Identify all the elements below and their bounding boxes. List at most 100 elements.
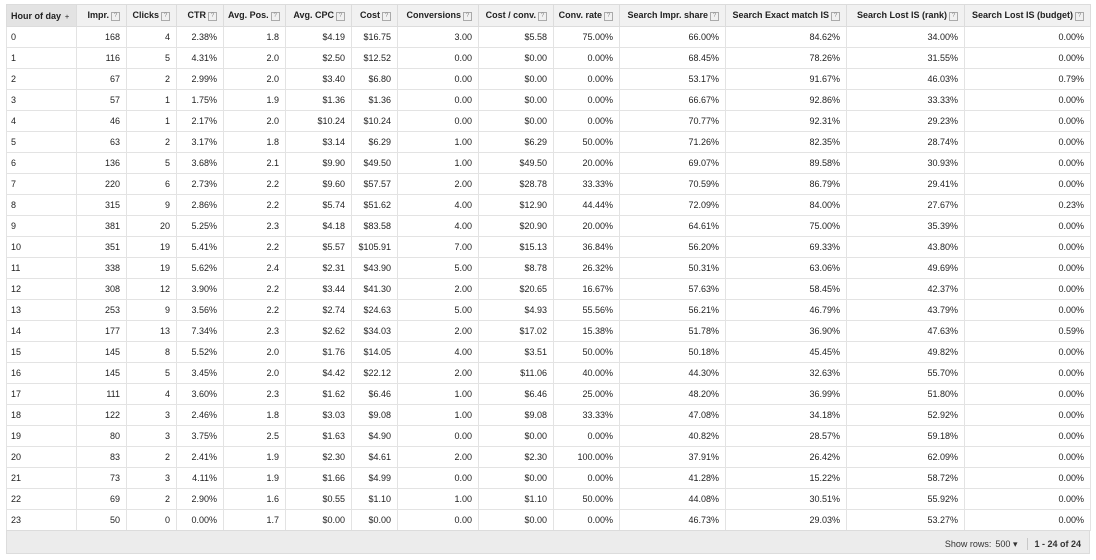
help-icon[interactable]: ? xyxy=(111,12,120,21)
table-cell: 20.00% xyxy=(553,152,620,174)
table-cell: 40.00% xyxy=(553,362,620,384)
table-cell: 19 xyxy=(126,236,177,258)
help-icon[interactable]: ? xyxy=(336,12,345,21)
table-cell: 2.41% xyxy=(176,446,224,468)
table-cell: $4.19 xyxy=(285,26,352,48)
rows-per-page-select[interactable]: 500 ▾ xyxy=(995,539,1017,550)
table-cell: 2.2 xyxy=(223,299,286,321)
show-rows-label: Show rows: xyxy=(944,539,992,549)
column-header[interactable]: Conv. rate? xyxy=(553,4,620,27)
sort-indicator-icon: + xyxy=(65,13,70,21)
table-cell: $41.30 xyxy=(351,278,398,300)
table-cell: 122 xyxy=(76,404,127,426)
table-cell: 3.17% xyxy=(176,131,224,153)
table-cell: 0.59% xyxy=(964,320,1091,342)
table-cell: 0.00 xyxy=(397,509,479,531)
column-header[interactable]: Impr.? xyxy=(76,4,127,27)
table-cell: $6.46 xyxy=(351,383,398,405)
table-cell: $8.78 xyxy=(478,257,554,279)
help-icon[interactable]: ? xyxy=(604,12,613,21)
help-icon[interactable]: ? xyxy=(949,12,958,21)
table-cell: $105.91 xyxy=(351,236,398,258)
table-cell: 1.9 xyxy=(223,89,286,111)
table-cell: 63 xyxy=(76,131,127,153)
column-header[interactable]: Search Exact match IS? xyxy=(725,4,847,27)
table-cell: 0.00% xyxy=(964,215,1091,237)
table-cell: $1.10 xyxy=(351,488,398,510)
table-cell: 2.0 xyxy=(223,362,286,384)
column-header[interactable]: Cost? xyxy=(351,4,398,27)
column-header[interactable]: Avg. Pos.? xyxy=(223,4,286,27)
column-header[interactable]: Clicks? xyxy=(126,4,177,27)
column-header[interactable]: Search Lost IS (budget)? xyxy=(964,4,1091,27)
table-cell: 0.00% xyxy=(964,467,1091,489)
table-cell: 9 xyxy=(126,194,177,216)
column-header[interactable]: Hour of day + xyxy=(6,4,77,27)
table-cell: 19 xyxy=(126,257,177,279)
table-cell: $1.76 xyxy=(285,341,352,363)
column-header-label: Conversions xyxy=(406,10,461,20)
table-cell: 0.00% xyxy=(964,278,1091,300)
table-cell: $12.90 xyxy=(478,194,554,216)
help-icon[interactable]: ? xyxy=(710,12,719,21)
table-cell: 1.8 xyxy=(223,131,286,153)
table-cell: 2.99% xyxy=(176,68,224,90)
column-header[interactable]: Avg. CPC? xyxy=(285,4,352,27)
help-icon[interactable]: ? xyxy=(161,12,170,21)
table-cell: 30.93% xyxy=(846,152,965,174)
table-cell: $0.00 xyxy=(478,425,554,447)
table-cell: 36.84% xyxy=(553,236,620,258)
table-cell: 0.00% xyxy=(964,257,1091,279)
table-row: 4 46 1 2.17% 2.0 $10.24 $10.24 0.00 $0.00 0.00% 70… xyxy=(6,110,1091,132)
table-cell: $24.63 xyxy=(351,299,398,321)
table-cell: 2.2 xyxy=(223,173,286,195)
table-cell: 35.39% xyxy=(846,215,965,237)
table-cell: 2.0 xyxy=(223,68,286,90)
table-cell: 70.59% xyxy=(619,173,726,195)
table-cell: $10.24 xyxy=(285,110,352,132)
table-cell: 7.34% xyxy=(176,320,224,342)
column-header[interactable]: CTR? xyxy=(176,4,224,27)
table-cell: $4.93 xyxy=(478,299,554,321)
table-cell: 78.26% xyxy=(725,47,847,69)
table-cell: 2.3 xyxy=(223,320,286,342)
column-header[interactable]: Search Impr. share? xyxy=(619,4,726,27)
column-header[interactable]: Search Lost IS (rank)? xyxy=(846,4,965,27)
table-cell: 47.08% xyxy=(619,404,726,426)
column-header[interactable]: Cost / conv.? xyxy=(478,4,554,27)
help-icon[interactable]: ? xyxy=(1075,12,1084,21)
table-cell: 9 xyxy=(6,215,77,237)
table-cell: 2.00 xyxy=(397,278,479,300)
table-cell: 58.72% xyxy=(846,467,965,489)
table-cell: 168 xyxy=(76,26,127,48)
table-cell: 28.57% xyxy=(725,425,847,447)
table-cell: 6 xyxy=(126,173,177,195)
help-icon[interactable]: ? xyxy=(208,12,217,21)
table-cell: $2.62 xyxy=(285,320,352,342)
table-cell: 0.00% xyxy=(176,509,224,531)
table-cell: $22.12 xyxy=(351,362,398,384)
table-cell: 5 xyxy=(126,362,177,384)
table-cell: 3 xyxy=(126,404,177,426)
column-header-label: Hour of day xyxy=(11,10,62,21)
table-cell: 0.00% xyxy=(964,173,1091,195)
help-icon[interactable]: ? xyxy=(538,12,547,21)
help-icon[interactable]: ? xyxy=(831,12,840,21)
help-icon[interactable]: ? xyxy=(463,12,472,21)
table-cell: 55.56% xyxy=(553,299,620,321)
table-cell: 2.2 xyxy=(223,278,286,300)
table-row: 21 73 3 4.11% 1.9 $1.66 $4.99 0.00 $0.00 0.00% 41.… xyxy=(6,467,1091,489)
help-icon[interactable]: ? xyxy=(270,12,280,21)
table-cell: $1.36 xyxy=(351,89,398,111)
table-cell: 3.60% xyxy=(176,383,224,405)
table-cell: 1.7 xyxy=(223,509,286,531)
help-icon[interactable]: ? xyxy=(382,12,391,21)
table-cell: 91.67% xyxy=(725,68,847,90)
table-cell: 0.00% xyxy=(553,89,620,111)
table-cell: 2.5 xyxy=(223,425,286,447)
column-header[interactable]: Conversions? xyxy=(397,4,479,27)
table-cell: $4.18 xyxy=(285,215,352,237)
table-cell: $49.50 xyxy=(478,152,554,174)
table-cell: 53.27% xyxy=(846,509,965,531)
table-cell: $14.05 xyxy=(351,341,398,363)
